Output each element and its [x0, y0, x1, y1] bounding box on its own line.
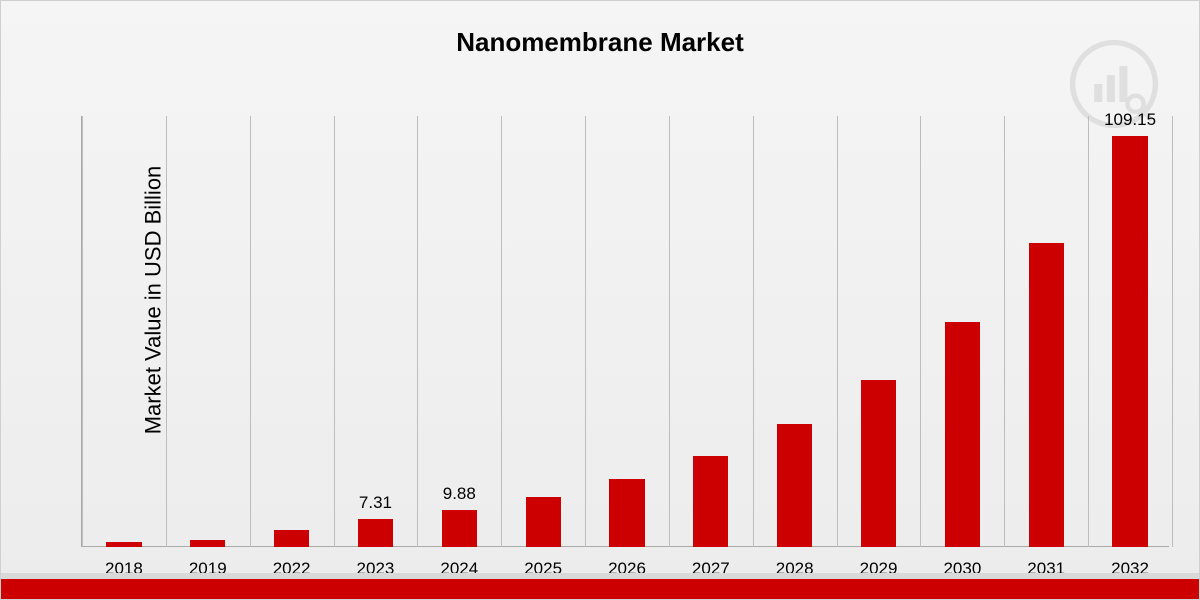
- grid-line: [585, 116, 586, 547]
- grid-line: [753, 116, 754, 547]
- grid-line: [1088, 116, 1089, 547]
- plot-area: 20182019202220237.3120249.88202520262027…: [81, 116, 1169, 547]
- bar: [358, 519, 393, 547]
- bar: [442, 510, 477, 547]
- footer-band: [1, 579, 1199, 599]
- grid-line: [334, 116, 335, 547]
- bar: [693, 456, 728, 547]
- bar: [945, 322, 980, 547]
- grid-line: [920, 116, 921, 547]
- bar: [274, 530, 309, 547]
- bar-value-label: 9.88: [443, 484, 476, 504]
- chart-title: Nanomembrane Market: [1, 27, 1199, 58]
- grid-line: [501, 116, 502, 547]
- bar: [1112, 136, 1147, 547]
- bar-value-label: 109.15: [1104, 110, 1156, 130]
- grid-line: [1172, 116, 1173, 547]
- grid-line: [837, 116, 838, 547]
- bar: [190, 540, 225, 547]
- bar: [777, 424, 812, 547]
- chart-container: Nanomembrane Market Market Value in USD …: [0, 0, 1200, 600]
- grid-line: [166, 116, 167, 547]
- bar: [1029, 243, 1064, 547]
- grid-line: [669, 116, 670, 547]
- bar: [861, 380, 896, 547]
- grid-line: [1004, 116, 1005, 547]
- grid-line: [250, 116, 251, 547]
- grid-line: [417, 116, 418, 547]
- bar: [609, 479, 644, 547]
- bar-value-label: 7.31: [359, 493, 392, 513]
- grid-line: [82, 116, 83, 547]
- bar: [106, 542, 141, 547]
- bar: [526, 497, 561, 547]
